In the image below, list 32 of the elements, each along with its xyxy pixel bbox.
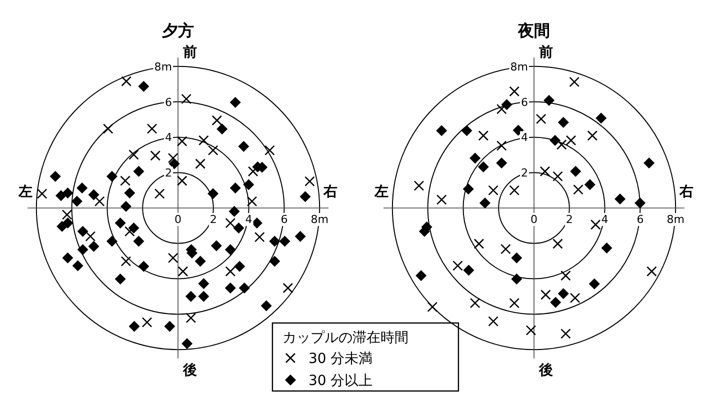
x-tick-label: 6 — [280, 213, 288, 226]
x-tick-label: 4 — [601, 213, 608, 226]
y-tick-label: 4 — [165, 131, 172, 144]
chart-title: 夜間 — [517, 21, 550, 40]
y-tick-label: 6 — [521, 96, 528, 109]
x-tick-label: 2 — [210, 213, 217, 226]
annotation: 前 — [182, 44, 197, 61]
y-tick-label: 8m — [154, 60, 172, 74]
y-tick-label: 4 — [521, 131, 528, 144]
x-tick-label: 8m — [666, 213, 684, 226]
annotation: 左 — [18, 184, 33, 200]
x-tick-label: 8m — [310, 213, 328, 226]
legend-label: 30 分以上 — [308, 373, 373, 389]
y-tick-label: 2 — [521, 166, 528, 180]
x-tick-label: 0 — [174, 213, 182, 226]
legend-title: カップルの滞在時間 — [282, 330, 408, 346]
text: 後 — [182, 362, 197, 378]
annotation: 前 — [538, 44, 553, 61]
legend: カップルの滞在時間 30 分未満 30 分以上 — [272, 322, 460, 392]
y-tick-label: 6 — [165, 96, 172, 109]
text: 後 — [538, 362, 553, 378]
x-tick-label: 6 — [636, 213, 644, 226]
y-tick-label: 2 — [165, 166, 172, 180]
annotation: 右 — [322, 184, 338, 200]
x-tick-label: 2 — [566, 213, 573, 226]
x-tick-label: 0 — [530, 213, 538, 226]
annotation: 左 — [374, 184, 389, 200]
y-tick-label: 8m — [510, 60, 528, 74]
x-tick-label: 4 — [245, 213, 252, 226]
legend-label: 30 分未満 — [308, 351, 373, 367]
annotation: 右 — [678, 184, 694, 200]
chart-title: 夕方 — [161, 21, 194, 40]
